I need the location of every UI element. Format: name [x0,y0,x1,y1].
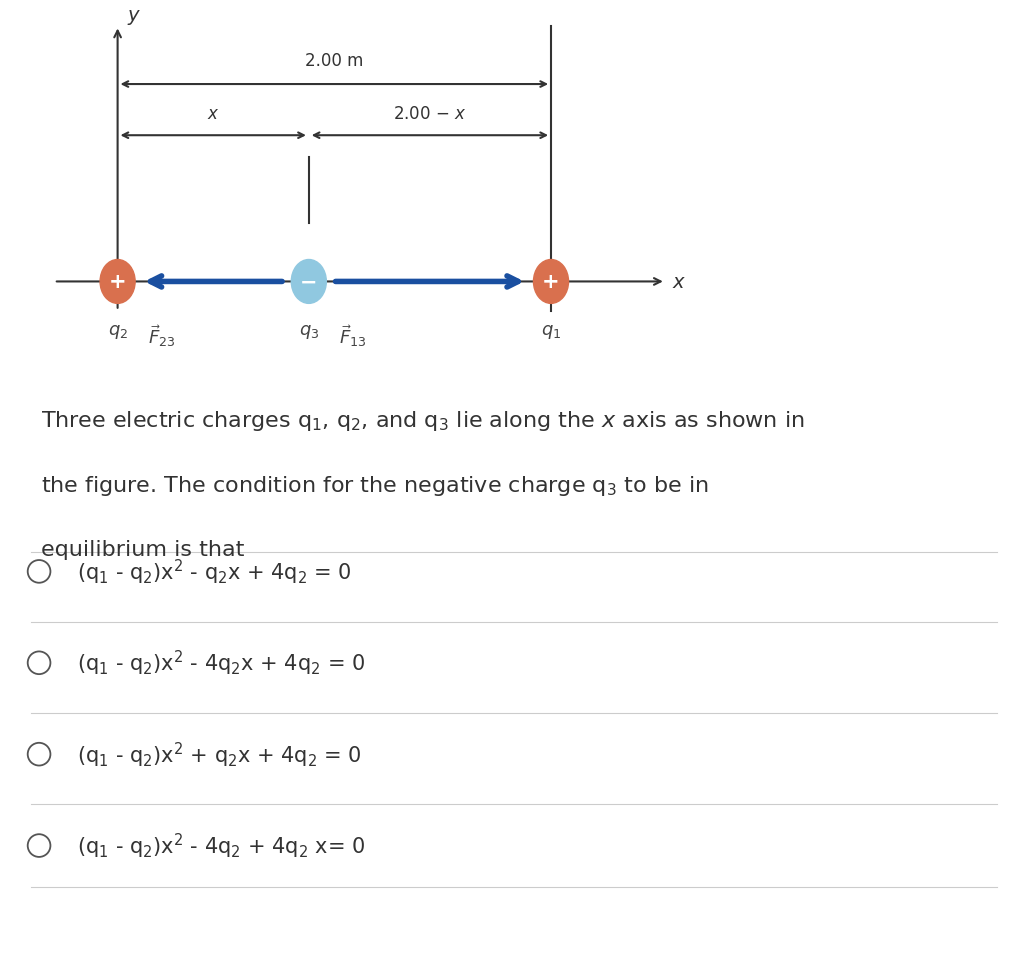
Ellipse shape [100,260,135,304]
Text: +: + [109,272,126,292]
Text: $q_3$: $q_3$ [298,322,319,340]
Text: −: − [300,272,318,292]
Text: $\vec{F}_{23}$: $\vec{F}_{23}$ [148,322,176,348]
Text: (q$_1$ - q$_2$)x$^2$ - q$_2$x + 4q$_2$ = 0: (q$_1$ - q$_2$)x$^2$ - q$_2$x + 4q$_2$ =… [77,557,352,586]
Text: (q$_1$ - q$_2$)x$^2$ - 4q$_2$ + 4q$_2$ x= 0: (q$_1$ - q$_2$)x$^2$ - 4q$_2$ + 4q$_2$ x… [77,831,365,860]
Text: 2.00 m: 2.00 m [305,52,364,70]
Text: 2.00 − $x$: 2.00 − $x$ [393,106,467,123]
Text: Three electric charges q$_1$, q$_2$, and q$_3$ lie along the $x$ axis as shown i: Three electric charges q$_1$, q$_2$, and… [41,408,805,432]
Text: $q_1$: $q_1$ [541,322,561,340]
Text: $\vec{F}_{13}$: $\vec{F}_{13}$ [339,322,367,348]
Text: (q$_1$ - q$_2$)x$^2$ + q$_2$x + 4q$_2$ = 0: (q$_1$ - q$_2$)x$^2$ + q$_2$x + 4q$_2$ =… [77,740,362,769]
Ellipse shape [291,260,326,304]
Text: +: + [542,272,560,292]
Text: (q$_1$ - q$_2$)x$^2$ - 4q$_2$x + 4q$_2$ = 0: (q$_1$ - q$_2$)x$^2$ - 4q$_2$x + 4q$_2$ … [77,649,365,678]
Text: $q_2$: $q_2$ [108,322,127,340]
Text: $x$: $x$ [207,106,219,123]
Text: the figure. The condition for the negative charge q$_3$ to be in: the figure. The condition for the negati… [41,474,708,498]
Text: $x$: $x$ [672,273,687,291]
Text: $y$: $y$ [127,8,142,27]
Ellipse shape [534,260,568,304]
Text: equilibrium is that: equilibrium is that [41,539,245,559]
